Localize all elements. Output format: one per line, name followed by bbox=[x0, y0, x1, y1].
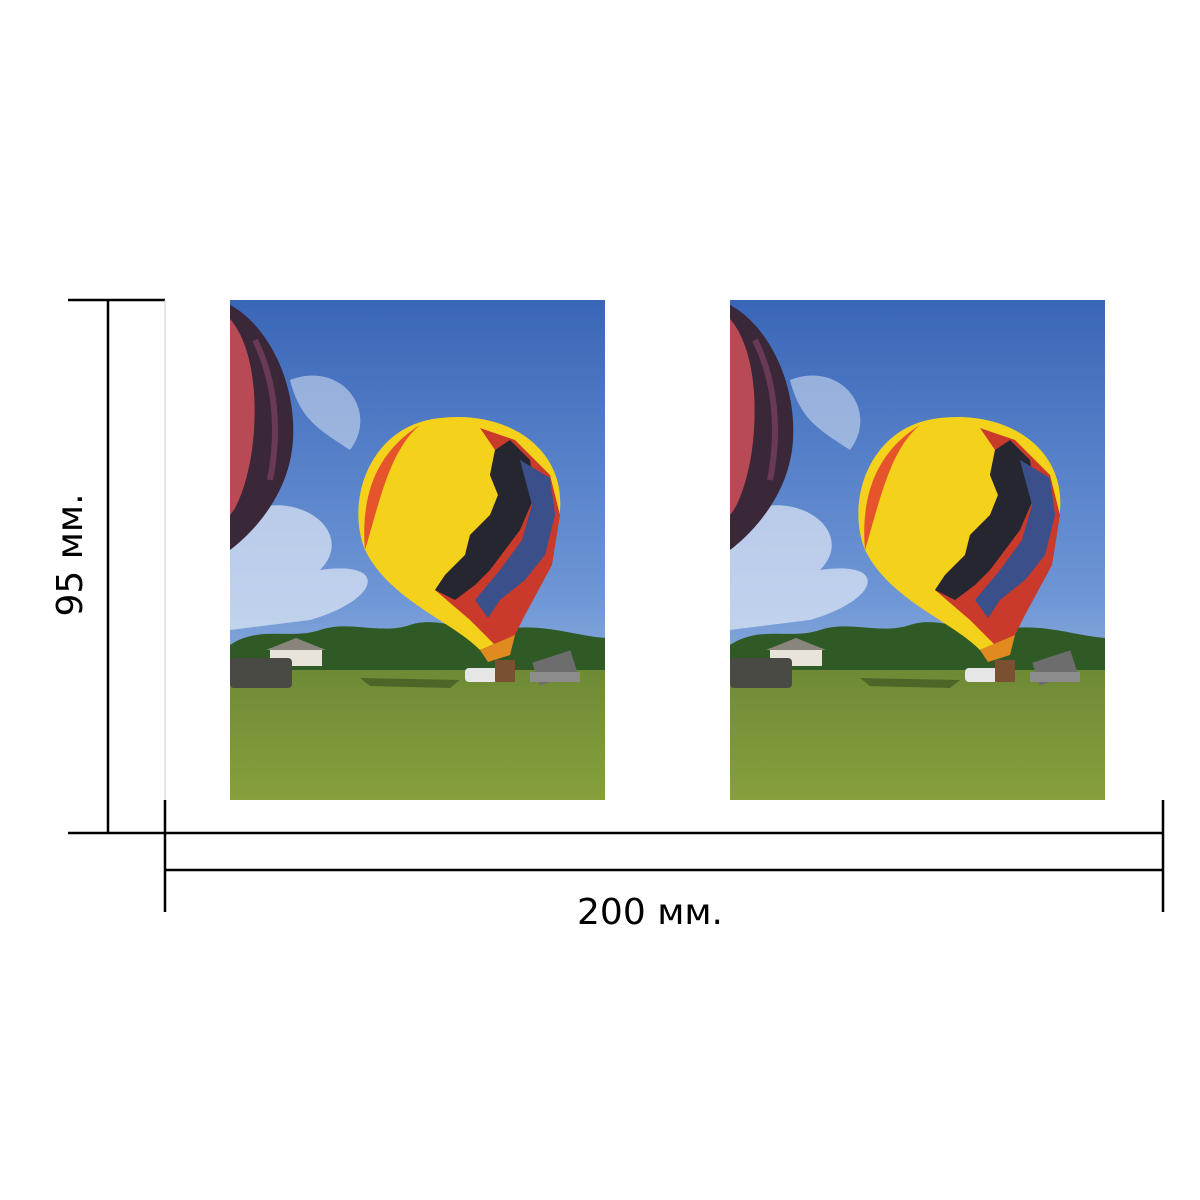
height-dimension: 95 мм. bbox=[50, 298, 166, 835]
width-label: 200 мм. bbox=[577, 892, 723, 933]
product-photo bbox=[720, 300, 1105, 800]
height-label: 95 мм. bbox=[50, 493, 91, 616]
width-dimension: 200 мм. bbox=[163, 800, 1165, 933]
product-photo bbox=[220, 300, 605, 800]
